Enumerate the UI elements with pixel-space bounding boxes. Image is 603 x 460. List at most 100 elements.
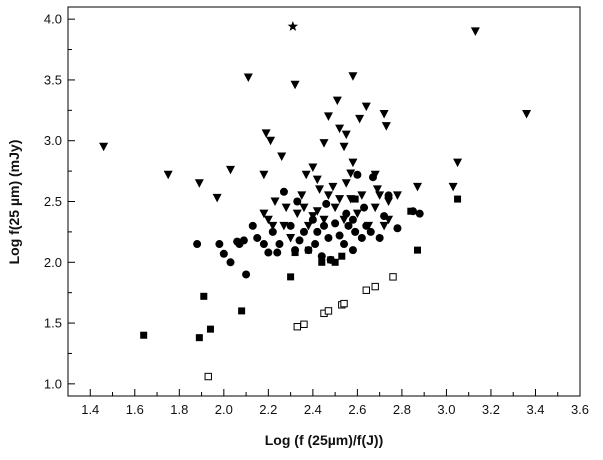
data-point-triangle-down <box>339 142 349 152</box>
data-point-triangle-down <box>292 209 302 219</box>
data-point-triangle-down <box>335 124 345 134</box>
x-tick-label: 2.6 <box>348 402 366 417</box>
data-point-square <box>140 331 148 339</box>
data-point-circle <box>340 240 349 249</box>
data-point-triangle-down <box>301 170 311 180</box>
data-point-circle <box>384 191 393 200</box>
x-tick-label: 2.2 <box>259 402 277 417</box>
data-point-circle <box>299 227 308 236</box>
data-point-triangle-down <box>341 130 351 140</box>
data-point-circle <box>324 233 333 242</box>
data-point-triangle-down <box>453 158 463 168</box>
data-point-circle <box>360 203 369 212</box>
data-point-circle <box>342 209 351 218</box>
data-point-triangle-down <box>286 233 296 243</box>
data-point-triangle-down <box>299 203 309 213</box>
data-point-triangle-down <box>384 197 394 206</box>
data-point-circle <box>375 233 384 242</box>
data-point-circle <box>415 209 424 218</box>
data-point-circle <box>242 270 251 279</box>
data-point-triangle-down <box>470 27 480 36</box>
data-point-circle <box>331 219 340 228</box>
data-point-circle <box>215 240 224 249</box>
data-point-circle <box>308 215 317 224</box>
data-point-square <box>407 207 415 215</box>
data-point-circle <box>313 227 322 236</box>
data-point-triangle-down <box>348 72 358 81</box>
data-point-triangle-down <box>268 221 278 231</box>
data-point-square-open <box>371 282 379 291</box>
data-point-square-open <box>362 286 370 294</box>
data-point-triangle-down <box>303 221 313 231</box>
data-point-circle <box>273 248 282 257</box>
data-point-triangle-down <box>212 193 222 203</box>
data-point-square <box>413 246 421 254</box>
data-point-triangle-down <box>379 109 389 119</box>
data-point-circle <box>366 227 375 236</box>
data-point-circle <box>357 233 366 242</box>
data-point-triangle-down <box>308 163 318 172</box>
data-point-circle <box>344 221 353 230</box>
data-point-circle <box>362 221 371 230</box>
data-point-triangle-down <box>226 165 236 175</box>
data-point-square <box>318 258 326 266</box>
data-point-triangle-down <box>335 195 345 204</box>
data-points <box>99 20 532 381</box>
data-point-triangle-down <box>261 129 271 138</box>
data-point-circle <box>226 258 235 267</box>
data-point-triangle-down <box>319 139 329 148</box>
data-point-circle <box>275 240 284 249</box>
x-tick-label: 2.0 <box>215 402 233 417</box>
data-point-circle <box>193 240 202 249</box>
data-point-triangle-down <box>277 152 287 162</box>
data-point-circle <box>311 240 320 249</box>
data-point-triangle-down <box>297 191 307 200</box>
data-point-star <box>287 20 299 31</box>
data-point-circle <box>248 221 257 230</box>
data-point-triangle-down <box>370 203 380 213</box>
data-point-square-open <box>300 320 308 328</box>
x-tick-label: 1.8 <box>170 402 188 417</box>
data-point-square <box>304 246 312 254</box>
data-point-square <box>454 195 462 203</box>
data-point-square <box>238 307 246 315</box>
data-point-triangle-down <box>323 112 333 121</box>
x-tick-label: 3.4 <box>526 402 544 417</box>
y-tick-label: 1.5 <box>44 316 62 331</box>
y-tick-label: 2.0 <box>44 255 62 270</box>
data-point-triangle-down <box>352 209 362 219</box>
data-point-circle <box>286 221 295 230</box>
data-point-circle <box>293 197 302 206</box>
data-point-square <box>287 273 295 281</box>
data-point-circle <box>335 231 344 240</box>
data-point-triangle-down <box>381 122 391 131</box>
data-point-triangle-down <box>259 209 269 219</box>
data-point-triangle-down <box>312 175 322 185</box>
data-point-square <box>331 258 339 266</box>
y-tick-label: 4.0 <box>44 12 62 27</box>
data-point-square-open <box>340 299 348 308</box>
axis-ticks: 1.4 1.6 1.8 2.0 2.2 2.4 2.6 2.8 3.0 3.2 3.4 3.6 1.0 1… <box>44 12 589 417</box>
data-point-circle <box>348 215 357 224</box>
data-point-triangle-down <box>315 185 325 194</box>
y-axis-label: Log f(25 µm) (mJy) <box>6 140 22 265</box>
data-point-circle <box>393 224 402 233</box>
data-point-triangle-down <box>323 191 333 200</box>
data-point-triangle-down <box>328 182 338 192</box>
data-point-triangle-down <box>448 182 458 192</box>
x-tick-label: 1.6 <box>126 402 144 417</box>
data-point-triangle-down <box>263 215 273 225</box>
data-point-triangle-down <box>330 203 340 213</box>
data-point-triangle-down <box>379 221 389 231</box>
data-point-square <box>338 252 346 260</box>
x-axis-label: Log (f (25µm)/f(J)) <box>265 432 384 448</box>
data-point-triangle-down <box>357 191 367 200</box>
x-tick-label: 1.4 <box>81 402 99 417</box>
data-point-circle <box>219 249 228 258</box>
data-point-triangle-down <box>99 142 109 152</box>
data-point-square-open <box>389 273 397 281</box>
data-point-triangle-down <box>348 158 358 168</box>
y-tick-label: 3.0 <box>44 133 62 148</box>
data-point-circle <box>253 233 262 242</box>
